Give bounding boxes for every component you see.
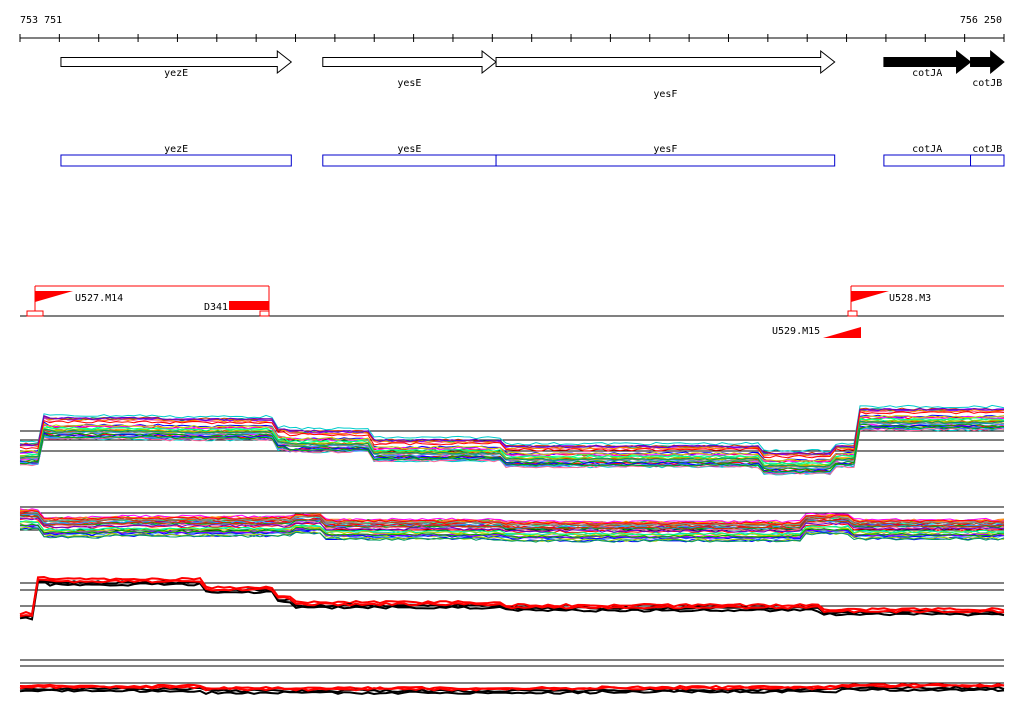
gene-arrow-yese [322,49,497,75]
gene-box-label: yezE [164,144,188,155]
ruler-start-label: 753 751 [20,15,62,26]
feature-foot-marker [259,310,270,317]
gene-box-cotjb [970,154,1005,167]
expression-panel-colored-2 [19,506,1005,543]
feature-d341-block [229,301,269,310]
expression-trace [19,410,1005,459]
expression-traces [19,404,1005,476]
expression-traces [19,575,1005,621]
gene-box-yeze [60,154,292,167]
ruler-end-label: 756 250 [960,15,1002,26]
expression-trace [19,513,1005,529]
gene-arrow-label: yezE [164,68,188,79]
feature-u529-flag [823,327,861,338]
gene-arrow-yeze [60,49,293,75]
gene-arrow-label: cotJB [972,78,1002,89]
expression-trace [20,685,1005,694]
feature-track: U527.M14 D341 U528.M3 U529.M15 [20,285,1004,338]
expression-trace [19,404,1005,453]
expression-trace [19,514,1005,530]
feature-d341-label: D341 [204,302,228,313]
expression-trace [19,520,1004,536]
gene-arrow-cotja [883,49,972,75]
gene-box-cotja [883,154,972,167]
gene-arrow-cotjb [970,49,1005,75]
gene-box-yese [322,154,497,167]
expression-trace [19,407,1005,455]
expression-trace [19,683,1005,692]
expression-trace [19,424,1005,473]
gene-box-label: yesF [653,144,677,155]
expression-trace [19,420,1005,468]
gene-arrow-label: yesF [653,89,677,100]
gene-arrow-label: cotJA [912,68,942,79]
expression-trace [19,508,1005,524]
gene-box-yesf [495,154,836,167]
expression-trace [19,523,1005,539]
expression-traces [19,682,1005,696]
expression-trace [19,580,1005,621]
feature-u528-flag [851,291,889,302]
gene-arrow-label: yesE [397,78,421,89]
gene-box-label: cotJA [912,144,942,155]
expression-trace [19,426,1005,474]
expression-trace [19,415,1005,462]
feature-u527-flag [35,291,73,302]
ruler-ticks [19,34,1005,42]
feature-u529-label: U529.M15 [772,326,820,337]
expression-trace [19,509,1005,525]
gene-arrow-yesf [495,49,836,75]
feature-foot-marker [847,310,858,317]
expression-trace [19,419,1005,467]
feature-u527-label: U527.M14 [75,293,123,304]
gene-box-label: yesE [397,144,421,155]
coordinate-ruler: 753 751 756 250 [19,15,1005,42]
feature-u528-label: U528.M3 [889,293,931,304]
expression-traces [19,508,1005,543]
expression-trace [19,578,1004,618]
gene-box-label: cotJB [972,144,1002,155]
expression-trace [19,510,1005,526]
expression-trace [20,517,1005,533]
expression-trace [19,527,1005,543]
gene-arrow-track: yezE yesE yesF cotJA cotJB [60,49,1005,100]
expression-panel-black-red [19,575,1005,621]
feature-foot-marker [26,310,44,317]
expression-trace [19,687,1005,696]
expression-trace [19,423,1005,471]
gene-box-track: yezE yesE yesF cotJA cotJB [60,144,1005,167]
expression-panel-black-red-2 [19,659,1005,696]
expression-panel-colored [19,404,1005,476]
expression-trace [19,575,1005,616]
expression-trace [19,409,1005,457]
